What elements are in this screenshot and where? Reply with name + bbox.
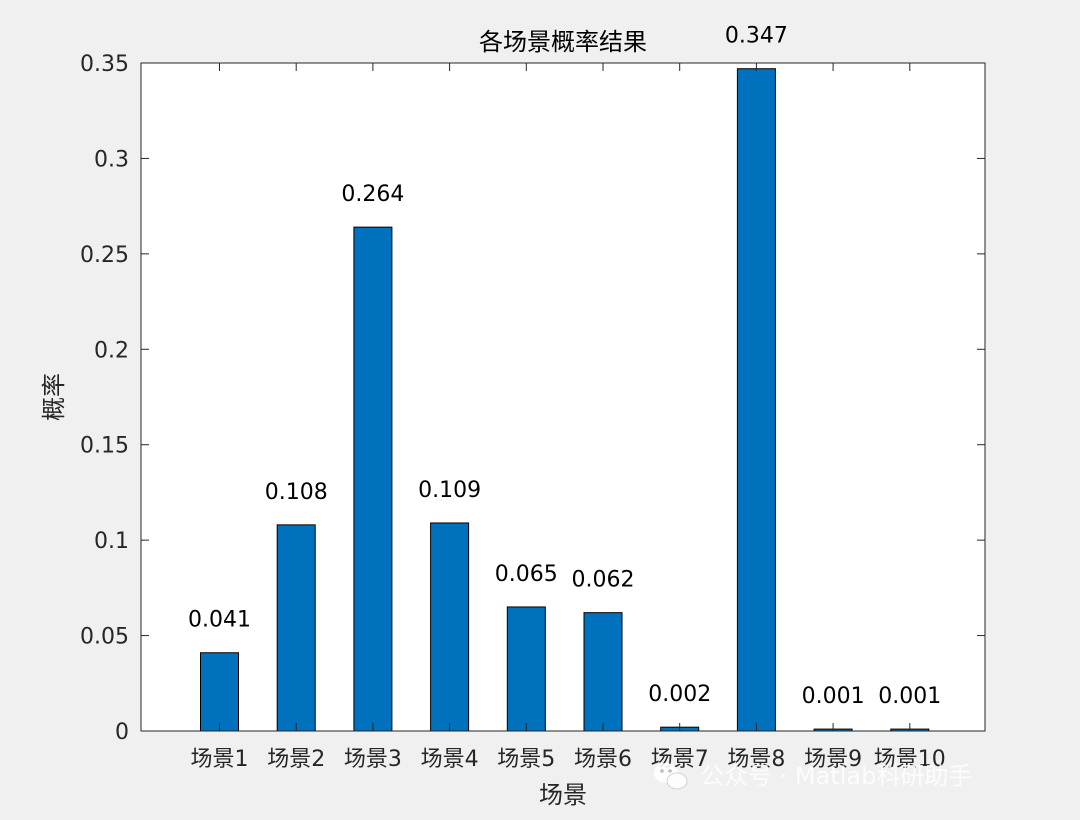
y-tick-label: 0.2 <box>94 338 129 363</box>
data-label: 0.109 <box>418 478 481 503</box>
data-label: 0.001 <box>878 684 941 709</box>
x-tick-label: 场景5 <box>497 747 555 772</box>
data-label: 0.065 <box>495 562 558 587</box>
y-tick-label: 0.3 <box>94 147 129 172</box>
x-tick-label: 场景9 <box>804 747 862 772</box>
x-axis-label: 场景 <box>539 781 587 809</box>
data-label: 0.264 <box>341 182 404 207</box>
data-label: 0.062 <box>572 568 635 593</box>
x-tick-label: 场景1 <box>191 747 249 772</box>
data-label: 0.108 <box>265 480 328 505</box>
y-tick-label: 0.15 <box>80 434 129 459</box>
y-tick-label: 0.35 <box>80 52 129 77</box>
bar <box>506 606 546 732</box>
y-axis-label: 概率 <box>40 373 68 421</box>
bar <box>200 652 239 732</box>
plot-area <box>141 63 985 731</box>
data-label: 0.001 <box>802 684 865 709</box>
x-tick-label: 场景2 <box>267 747 325 772</box>
wechat-icon <box>654 763 688 790</box>
data-label: 0.041 <box>188 608 251 633</box>
x-tick-label: 场景6 <box>574 747 632 772</box>
data-label: 0.347 <box>725 24 788 49</box>
bar <box>353 226 393 732</box>
bar <box>430 522 470 732</box>
y-tick-label: 0.05 <box>80 625 129 650</box>
x-tick-label: 场景4 <box>421 747 479 772</box>
watermark: 公众号 · Matlab科研助手 <box>654 762 972 790</box>
bar <box>583 612 623 732</box>
watermark-text: 公众号 · Matlab科研助手 <box>700 762 972 790</box>
axes-box <box>140 62 986 732</box>
y-tick-label: 0.1 <box>94 529 129 554</box>
x-tick-label: 场景8 <box>727 747 785 772</box>
y-tick-label: 0 <box>115 720 129 745</box>
bar <box>736 68 776 732</box>
chart-title: 各场景概率结果 <box>479 28 647 56</box>
x-tick-label: 场景3 <box>344 747 402 772</box>
y-tick-label: 0.25 <box>80 243 129 268</box>
x-tick-label: 场景10 <box>874 747 946 772</box>
data-label: 0.002 <box>648 682 711 707</box>
bar <box>276 524 316 732</box>
